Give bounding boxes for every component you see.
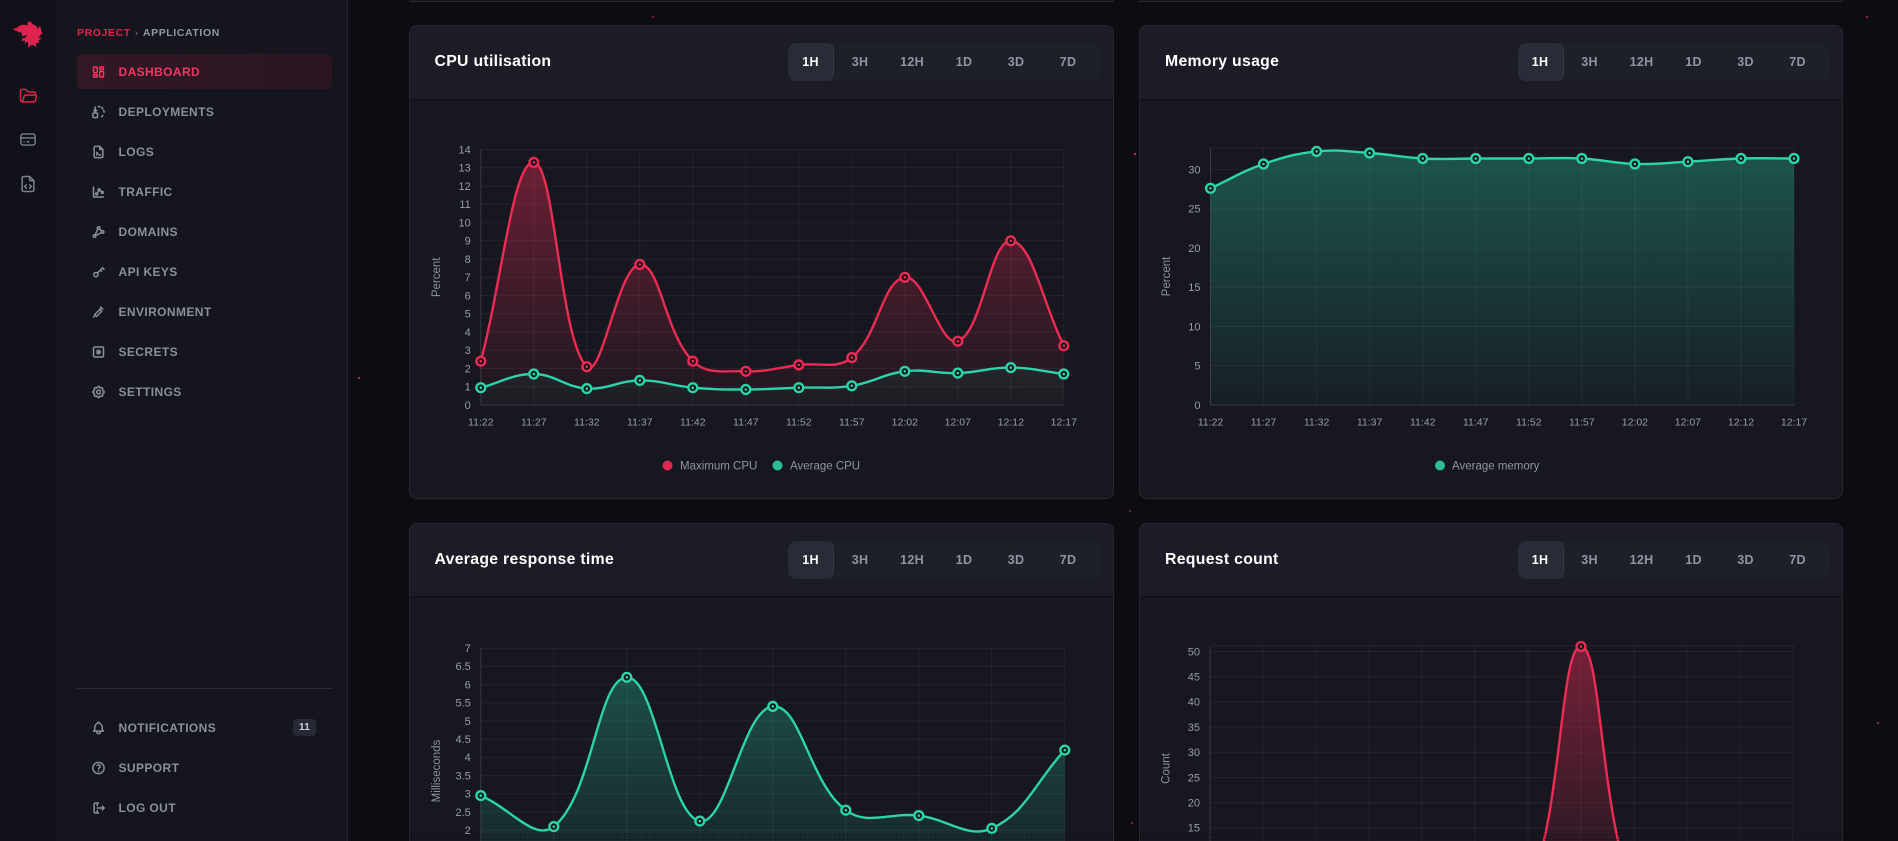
svg-text:Count: Count xyxy=(1161,752,1173,783)
svg-text:6: 6 xyxy=(464,290,470,302)
svg-text:12:12: 12:12 xyxy=(1728,416,1754,428)
svg-text:10: 10 xyxy=(458,217,470,229)
svg-text:5: 5 xyxy=(464,308,470,320)
svg-text:20: 20 xyxy=(1188,798,1200,810)
svg-text:11:27: 11:27 xyxy=(521,416,547,428)
svg-text:11:57: 11:57 xyxy=(839,416,865,428)
svg-text:7: 7 xyxy=(464,643,470,655)
svg-text:15: 15 xyxy=(1188,282,1200,294)
svg-text:11: 11 xyxy=(459,199,470,211)
svg-text:4.5: 4.5 xyxy=(455,734,470,746)
svg-text:30: 30 xyxy=(1188,747,1200,759)
svg-text:2.5: 2.5 xyxy=(455,807,470,819)
svg-text:20: 20 xyxy=(1188,242,1200,254)
svg-text:11:47: 11:47 xyxy=(1463,416,1489,428)
svg-text:12:17: 12:17 xyxy=(1050,416,1076,428)
svg-text:0: 0 xyxy=(1194,399,1200,411)
svg-text:1: 1 xyxy=(464,381,470,393)
svg-text:3.5: 3.5 xyxy=(455,770,470,782)
svg-text:12:12: 12:12 xyxy=(997,416,1023,428)
svg-text:11:52: 11:52 xyxy=(1516,416,1542,428)
svg-text:12:07: 12:07 xyxy=(944,416,970,428)
svg-text:2: 2 xyxy=(464,825,470,837)
svg-text:14: 14 xyxy=(458,144,470,156)
svg-text:3: 3 xyxy=(464,345,470,357)
svg-text:11:57: 11:57 xyxy=(1569,416,1595,428)
svg-text:11:32: 11:32 xyxy=(574,416,600,428)
svg-text:5.5: 5.5 xyxy=(455,698,470,710)
svg-text:11:52: 11:52 xyxy=(786,416,812,428)
svg-text:11:42: 11:42 xyxy=(1410,416,1436,428)
svg-text:25: 25 xyxy=(1188,772,1200,784)
svg-text:11:27: 11:27 xyxy=(1251,416,1277,428)
svg-text:11:47: 11:47 xyxy=(733,416,759,428)
svg-text:5: 5 xyxy=(1194,360,1200,372)
svg-text:11:37: 11:37 xyxy=(627,416,653,428)
svg-text:4: 4 xyxy=(464,326,470,338)
svg-text:40: 40 xyxy=(1188,697,1200,709)
svg-text:30: 30 xyxy=(1188,164,1200,176)
svg-text:Average CPU: Average CPU xyxy=(790,460,860,472)
svg-text:12:02: 12:02 xyxy=(1622,416,1648,428)
svg-text:Percent: Percent xyxy=(1161,255,1173,295)
svg-text:12:07: 12:07 xyxy=(1675,416,1701,428)
svg-text:6: 6 xyxy=(464,679,470,691)
svg-text:Milliseconds: Milliseconds xyxy=(431,739,443,802)
svg-text:11:22: 11:22 xyxy=(1198,416,1224,428)
svg-text:10: 10 xyxy=(1188,321,1200,333)
svg-text:7: 7 xyxy=(464,272,470,284)
svg-text:13: 13 xyxy=(458,162,470,174)
svg-text:11:22: 11:22 xyxy=(468,416,494,428)
svg-text:45: 45 xyxy=(1188,672,1200,684)
svg-text:11:32: 11:32 xyxy=(1304,416,1330,428)
svg-text:Average memory: Average memory xyxy=(1452,460,1540,472)
svg-text:35: 35 xyxy=(1188,722,1200,734)
svg-text:15: 15 xyxy=(1188,823,1200,835)
svg-text:Percent: Percent xyxy=(431,256,443,296)
svg-text:50: 50 xyxy=(1188,646,1200,658)
svg-text:Maximum CPU: Maximum CPU xyxy=(680,460,757,472)
svg-text:12: 12 xyxy=(458,180,470,192)
svg-text:0: 0 xyxy=(464,399,470,411)
svg-text:5: 5 xyxy=(464,716,470,728)
svg-text:11:42: 11:42 xyxy=(680,416,706,428)
svg-text:11:37: 11:37 xyxy=(1357,416,1383,428)
svg-text:9: 9 xyxy=(464,235,470,247)
svg-text:3: 3 xyxy=(464,789,470,801)
svg-text:12:02: 12:02 xyxy=(891,416,917,428)
svg-text:4: 4 xyxy=(464,752,470,764)
svg-text:12:17: 12:17 xyxy=(1781,416,1807,428)
svg-text:8: 8 xyxy=(464,253,470,265)
svg-text:25: 25 xyxy=(1188,203,1200,215)
svg-text:6.5: 6.5 xyxy=(455,661,470,673)
svg-text:2: 2 xyxy=(464,363,470,375)
